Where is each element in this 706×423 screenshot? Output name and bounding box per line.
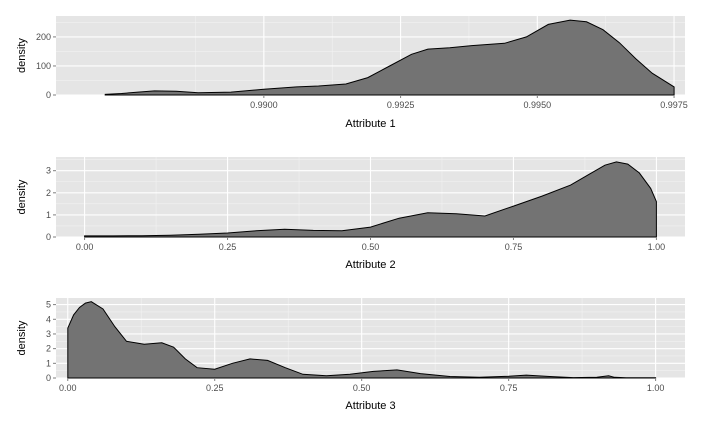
density-area	[84, 161, 657, 238]
x-tick-label: 0.25	[219, 242, 237, 252]
y-axis-title: density	[16, 38, 28, 73]
x-axis-title: Attribute 2	[345, 259, 395, 271]
density-area	[104, 19, 675, 96]
y-axis-title: density	[16, 179, 28, 214]
x-axis-title: Attribute 1	[345, 118, 395, 130]
panel-attribute-3: 0.00 0.25 0.50 0.75 1.00 0 1 2 3 4 5 Attribute 3 den…	[16, 298, 685, 412]
x-tick-label: 0.75	[505, 242, 523, 252]
x-tick-label: 0.25	[206, 383, 224, 393]
y-tick-label: 1	[46, 358, 51, 368]
x-tick-label: 0.9975	[660, 100, 688, 110]
y-tick-label: 200	[36, 32, 51, 42]
x-tick-label: 0.00	[59, 383, 77, 393]
y-tick-label: 0	[46, 373, 51, 383]
y-axis-title: density	[16, 320, 28, 355]
y-tick-label: 3	[46, 329, 51, 339]
x-axis-title: Attribute 3	[345, 400, 395, 412]
y-tick-label: 1	[46, 210, 51, 220]
x-tick-label: 0.50	[353, 383, 371, 393]
y-tick-label: 5	[46, 300, 51, 310]
x-tick-label: 1.00	[648, 242, 666, 252]
x-tick-label: 0.50	[362, 242, 380, 252]
density-area	[67, 301, 657, 379]
x-tick-label: 0.9950	[524, 100, 552, 110]
y-tick-label: 2	[46, 344, 51, 354]
y-tick-label: 0	[46, 90, 51, 100]
y-tick-label: 0	[46, 232, 51, 242]
x-tick-label: 0.00	[76, 242, 94, 252]
panel-attribute-2: 0.00 0.25 0.50 0.75 1.00 0 1 2 3 Attribute 2 densi…	[16, 157, 685, 271]
y-tick-label: 4	[46, 314, 51, 324]
panel-attribute-1: 0.9900 0.9925 0.9950 0.9975 0 100 200 Attribute…	[16, 16, 688, 130]
x-tick-label: 0.75	[500, 383, 518, 393]
x-tick-label: 1.00	[647, 383, 665, 393]
x-tick-label: 0.9900	[250, 100, 278, 110]
x-tick-label: 0.9925	[387, 100, 415, 110]
y-tick-label: 100	[36, 61, 51, 71]
y-tick-label: 2	[46, 188, 51, 198]
y-tick-label: 3	[46, 166, 51, 176]
